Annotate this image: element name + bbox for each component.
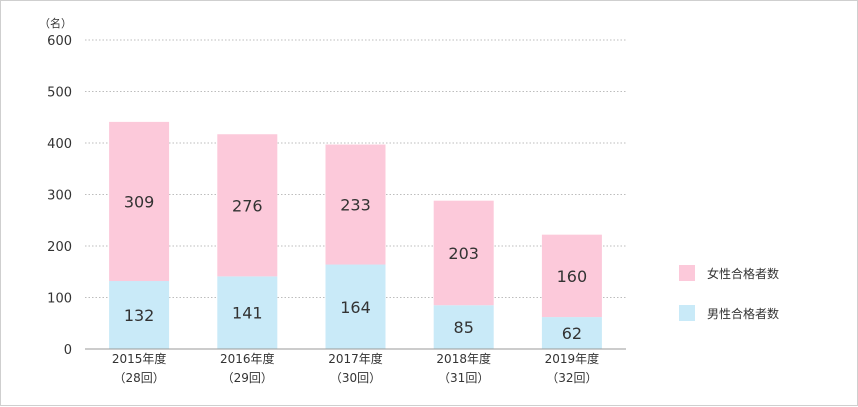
y-tick-label: 300	[47, 189, 72, 204]
x-tick-label: 2016年度	[220, 351, 275, 366]
data-label: 309	[124, 192, 155, 211]
y-tick-label: 600	[47, 34, 72, 49]
bar-segment	[109, 281, 170, 349]
bars: 132 309 141 276 164 233 85 203 62 160	[109, 121, 602, 349]
bar-segment	[217, 276, 278, 349]
bar-segment	[541, 317, 602, 349]
x-tick-sublabel: （32回）	[546, 371, 597, 385]
data-label: 233	[340, 196, 371, 215]
legend-swatch	[679, 305, 695, 321]
x-tick-label: 2017年度	[328, 351, 383, 366]
data-label: 160	[557, 267, 588, 286]
y-tick-label: 400	[47, 137, 72, 152]
bar-segment	[325, 144, 386, 265]
legend-label: 男性合格者数	[707, 306, 779, 321]
y-tick-label: 200	[47, 240, 72, 255]
bar-segment	[541, 234, 602, 318]
data-label: 132	[124, 306, 155, 325]
y-tick-label: 500	[47, 86, 72, 101]
y-tick-label: 100	[47, 292, 72, 307]
bar-segment	[217, 134, 278, 277]
y-axis-ticks: 0 100 200 300 400 500 600	[47, 34, 72, 358]
x-axis-labels: 2015年度 （28回） 2016年度 （29回） 2017年度 （30回） 2018年度 （…	[112, 351, 599, 385]
bar-segment	[325, 264, 386, 349]
data-label: 85	[454, 318, 474, 337]
data-label: 164	[340, 298, 371, 317]
x-tick-sublabel: （28回）	[113, 371, 164, 385]
data-label: 276	[232, 196, 263, 215]
x-tick-label: 2015年度	[112, 351, 167, 366]
bar-segment	[109, 121, 170, 282]
x-tick-sublabel: （31回）	[438, 371, 489, 385]
data-label: 203	[448, 244, 479, 263]
bar-segment	[433, 305, 494, 349]
data-label: 62	[562, 324, 582, 343]
y-axis-unit-label: （名）	[39, 16, 72, 30]
x-tick-label: 2019年度	[545, 351, 600, 366]
y-tick-label: 0	[64, 343, 72, 358]
data-label: 141	[232, 304, 263, 323]
x-tick-label: 2018年度	[436, 351, 491, 366]
legend-swatch	[679, 265, 695, 281]
x-tick-sublabel: （30回）	[330, 371, 381, 385]
x-tick-sublabel: （29回）	[222, 371, 273, 385]
bar-segment	[433, 200, 494, 306]
legend-label: 女性合格者数	[707, 266, 779, 281]
